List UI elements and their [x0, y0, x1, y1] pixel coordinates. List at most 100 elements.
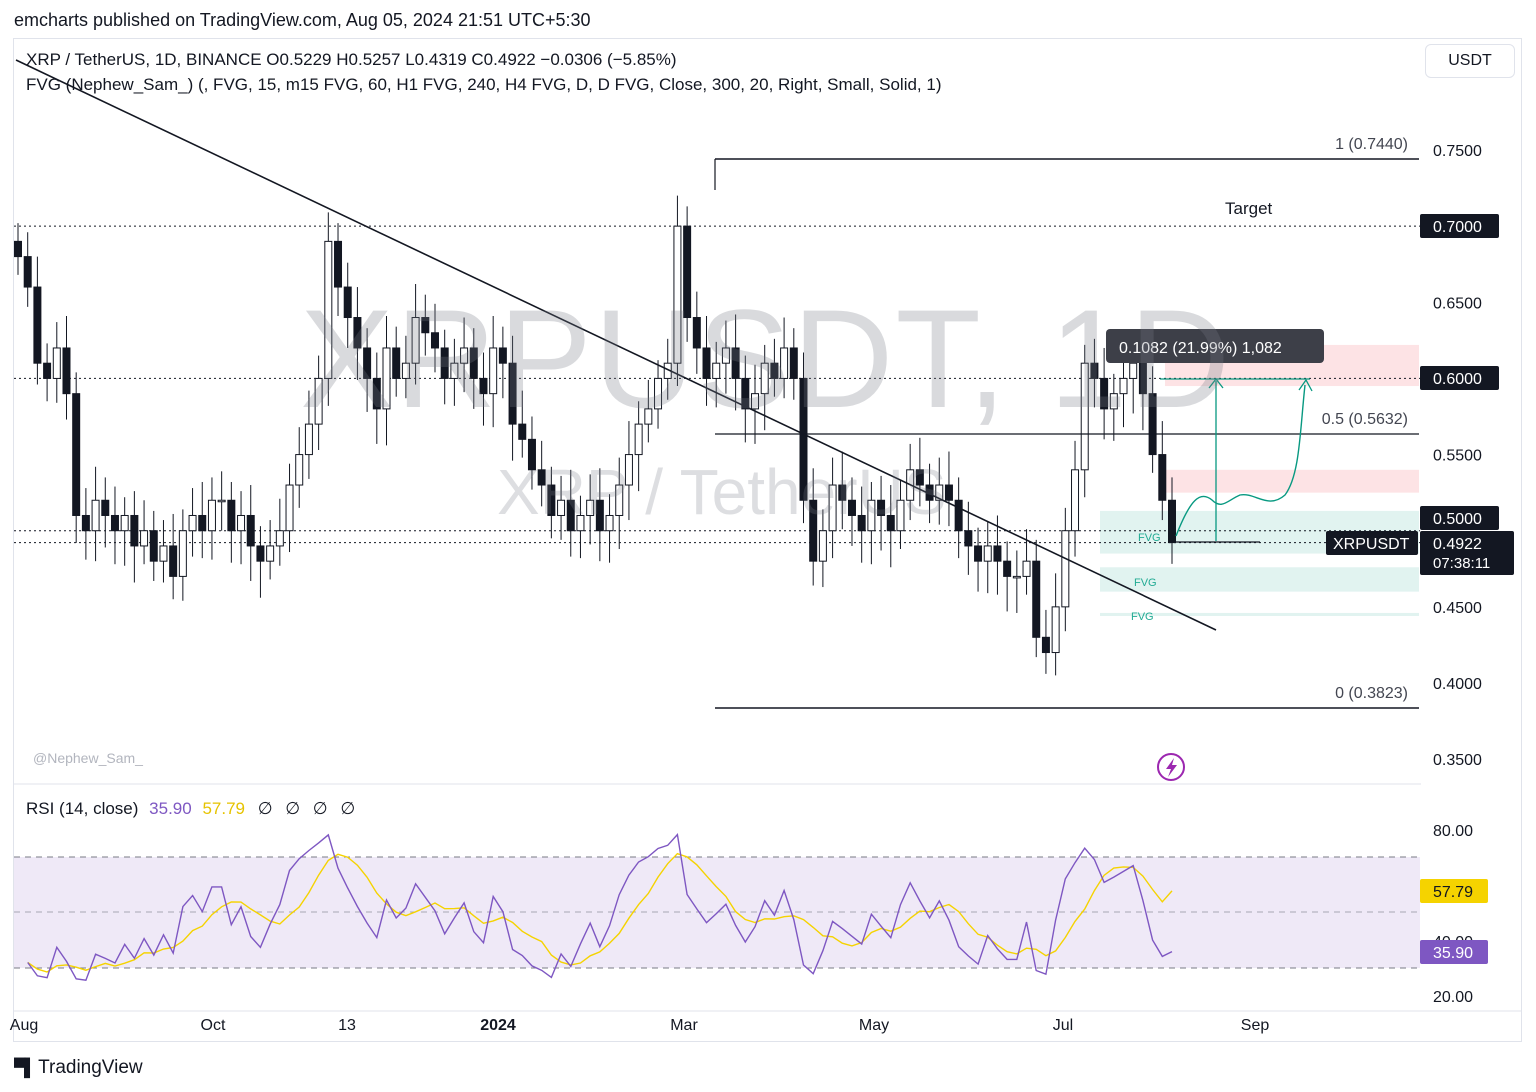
candle-body-24 [246, 514, 255, 547]
candle-body-4 [52, 347, 61, 379]
candle-body-36 [363, 347, 372, 379]
candle-body-65 [644, 408, 653, 425]
candle-body-66 [654, 377, 663, 410]
currency-button[interactable]: USDT [1425, 44, 1515, 78]
candle-body-118 [1158, 454, 1167, 501]
rsi-tag-text: 35.90 [1433, 945, 1473, 962]
candle-body-5 [62, 347, 71, 395]
candle-body-35 [353, 317, 362, 349]
x-tick-3: 2024 [480, 1017, 516, 1034]
fib-label-0-5: 0.5 (0.5632) [1322, 411, 1408, 428]
rsi-tick-80: 80.00 [1433, 823, 1473, 840]
candle-body-28 [285, 484, 294, 532]
last-price-value: 0.4922 [1433, 536, 1482, 553]
candle-body-88 [867, 499, 876, 532]
candle-body-3 [43, 362, 52, 379]
candle-body-105 [1032, 560, 1041, 638]
fvg-label-2: FVG [1134, 577, 1157, 589]
candle-body-81 [799, 377, 808, 501]
candle-body-82 [809, 499, 818, 562]
candle-body-41 [411, 317, 420, 364]
candle-body-10 [110, 514, 119, 532]
candle-body-68 [673, 225, 682, 364]
chart-frame [13, 38, 1522, 1042]
symbol-tag [1326, 531, 1418, 555]
candle-body-50 [498, 347, 507, 364]
rsi-legend-ma-value: 57.79 [202, 799, 245, 818]
rsi-legend-name: RSI (14, close) [26, 799, 139, 818]
candle-body-106 [1041, 636, 1050, 654]
downtrend-line [15, 59, 1217, 631]
candle-body-26 [266, 545, 275, 562]
y-tick-5: 0.3500 [1433, 752, 1482, 769]
candle-body-107 [1051, 606, 1060, 654]
candle-body-58 [576, 514, 585, 532]
candle-body-20 [207, 499, 216, 532]
candle-body-15 [159, 545, 168, 562]
price-tag-0-7000 [1420, 214, 1499, 238]
candle-body-19 [198, 514, 207, 532]
candle-body-16 [169, 545, 178, 577]
candle-body-89 [877, 499, 886, 516]
rsi-legend-value: 35.90 [149, 799, 192, 818]
candle-body-40 [401, 362, 410, 379]
candle-body-111 [1090, 362, 1099, 379]
candle-body-101 [993, 545, 1002, 562]
price-tag-0-7000-text: 0.7000 [1433, 219, 1482, 236]
symbol-legend[interactable]: XRP / TetherUS, 1D, BINANCE O0.5229 H0.5… [26, 50, 677, 69]
candle-body-80 [789, 347, 798, 379]
measure-box [1106, 329, 1324, 363]
credit-text: @Nephew_Sam_ [33, 750, 143, 766]
candle-body-0 [14, 240, 22, 258]
candle-body-63 [624, 454, 633, 486]
candle-body-11 [120, 514, 129, 532]
candle-body-90 [886, 514, 895, 532]
candle-body-113 [1109, 393, 1118, 410]
candles [14, 195, 1176, 676]
candle-body-70 [692, 317, 701, 349]
candle-body-98 [964, 530, 973, 547]
candle-body-73 [721, 347, 730, 364]
candle-body-95 [935, 484, 944, 501]
candle-body-84 [828, 484, 837, 532]
candle-body-96 [944, 484, 953, 501]
rsi-tick-20: 20.00 [1433, 989, 1473, 1006]
candle-body-97 [954, 499, 963, 532]
price-tag-0-6000-text: 0.6000 [1433, 371, 1482, 388]
x-tick-7: Sep [1241, 1017, 1270, 1034]
candle-body-22 [227, 499, 236, 532]
candle-body-54 [537, 469, 546, 486]
candle-body-45 [450, 362, 459, 379]
candle-body-7 [81, 514, 90, 532]
symbol-tag-text: XRPUSDT [1333, 536, 1410, 553]
candle-body-38 [382, 347, 391, 410]
candle-body-86 [847, 499, 856, 516]
y-tick-0: 0.7500 [1433, 143, 1482, 160]
candle-body-43 [430, 332, 439, 349]
candle-body-2 [33, 286, 42, 364]
candle-body-69 [683, 225, 692, 319]
candle-body-76 [751, 393, 760, 410]
rsi-legend[interactable]: RSI (14, close) 35.90 57.79 ∅ ∅ ∅ ∅ [26, 799, 359, 819]
candle-body-51 [508, 362, 517, 425]
fib-label-0: 0 (0.3823) [1335, 685, 1408, 702]
candle-body-25 [256, 545, 265, 562]
footer-brand[interactable]: ▀▌ TradingView [14, 1057, 143, 1079]
candle-body-46 [460, 347, 469, 364]
candle-body-1 [23, 256, 32, 288]
rsi-ma-tag-text: 57.79 [1433, 884, 1473, 901]
candle-body-79 [780, 347, 789, 379]
last-price-tag [1420, 531, 1514, 575]
candle-body-33 [334, 240, 343, 288]
candle-body-75 [741, 377, 750, 410]
description-watermark: XRP / TetherUS [497, 456, 947, 528]
candle-body-34 [343, 286, 352, 319]
projection-path [1175, 384, 1306, 537]
candle-body-57 [566, 499, 575, 532]
candle-body-64 [634, 423, 643, 456]
candle-body-29 [295, 454, 304, 486]
indicator-legend[interactable]: FVG (Nephew_Sam_) (, FVG, 15, m15 FVG, 6… [26, 75, 942, 94]
candle-body-85 [838, 484, 847, 501]
x-tick-4: Mar [670, 1017, 698, 1034]
